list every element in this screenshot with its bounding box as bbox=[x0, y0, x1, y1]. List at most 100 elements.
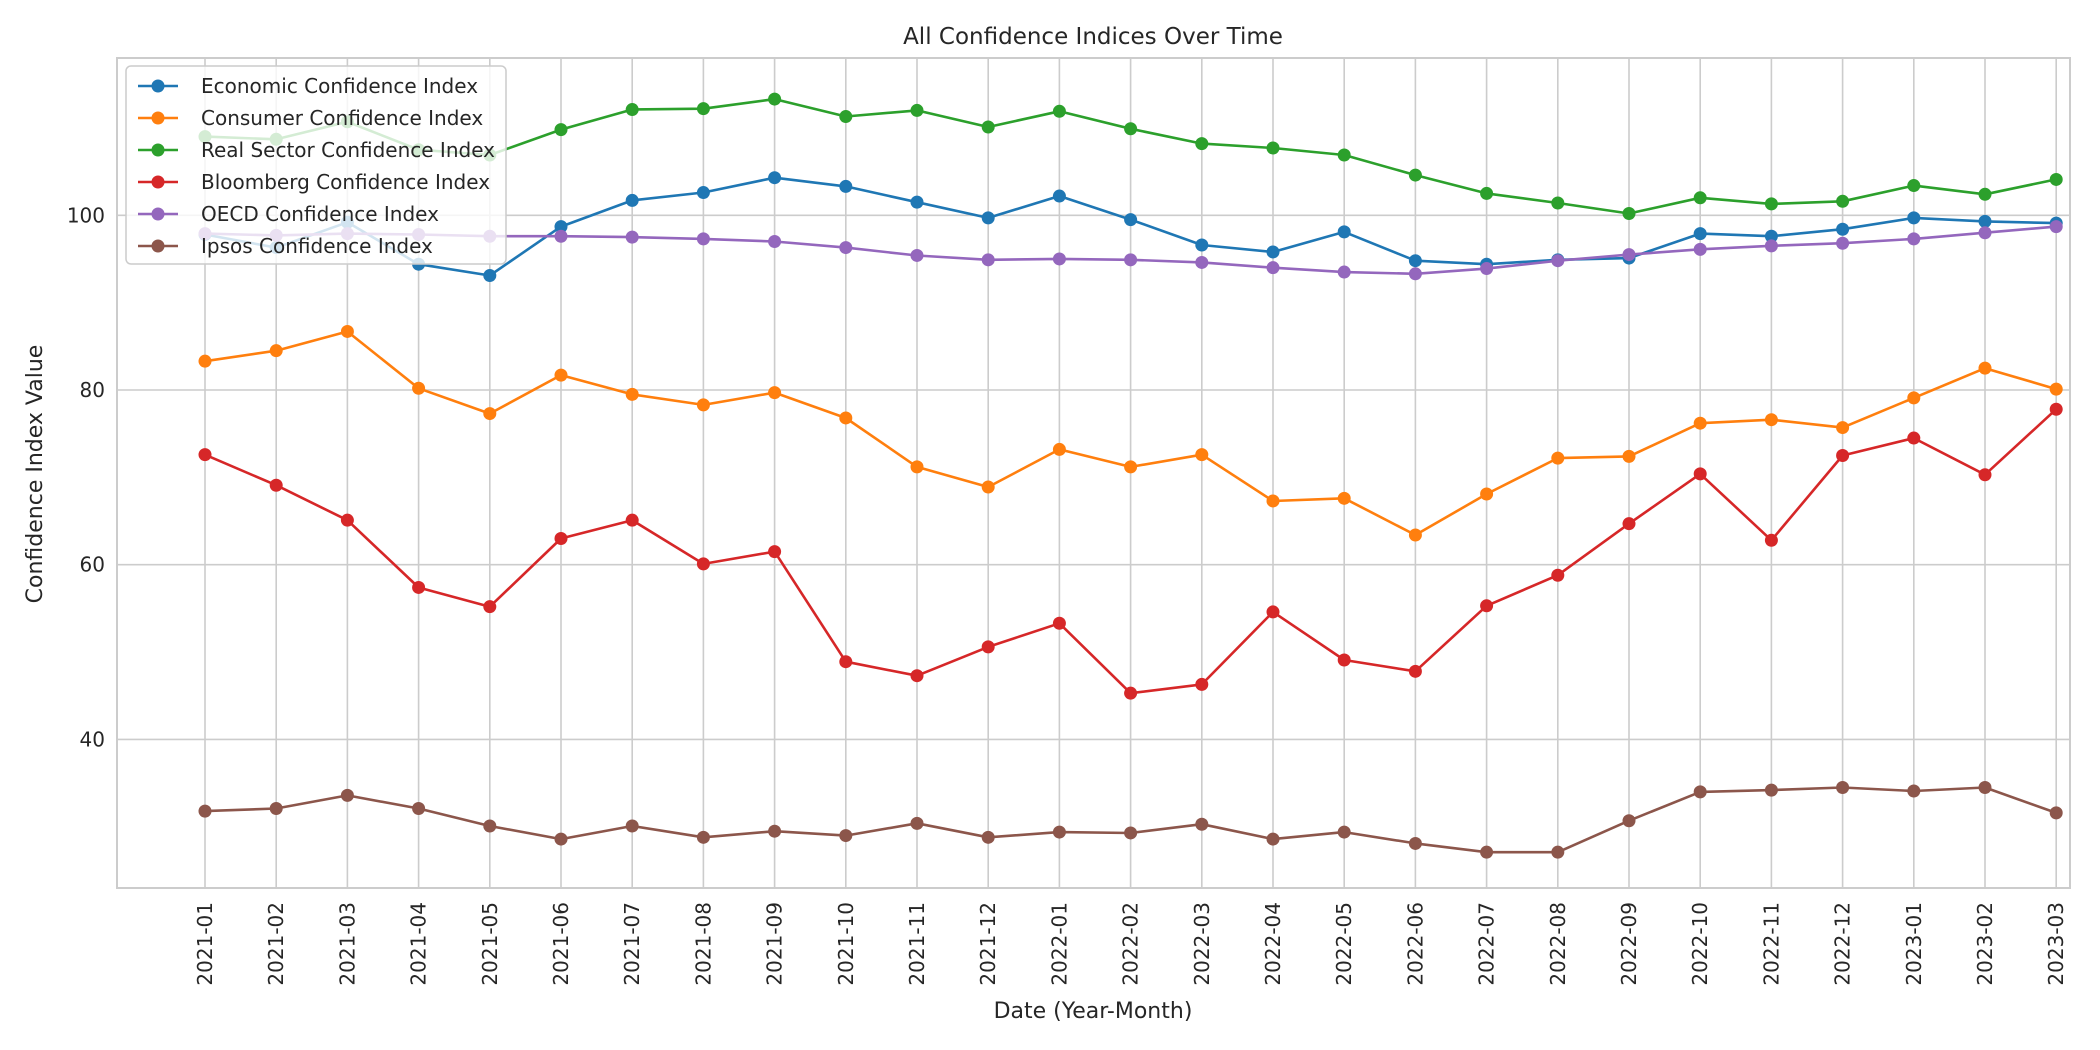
data-point bbox=[839, 411, 853, 425]
data-point bbox=[554, 832, 568, 846]
x-tick-label: 2023-02 bbox=[1973, 902, 1997, 986]
data-point bbox=[910, 248, 924, 262]
data-point bbox=[1907, 431, 1921, 445]
data-point bbox=[1836, 222, 1850, 236]
data-point bbox=[1124, 122, 1138, 136]
data-point bbox=[910, 195, 924, 209]
data-point bbox=[1052, 442, 1066, 456]
data-point bbox=[1978, 361, 1992, 375]
data-point bbox=[1836, 421, 1850, 435]
chart-title: All Confidence Indices Over Time bbox=[903, 24, 1283, 50]
data-point bbox=[768, 171, 782, 185]
data-point bbox=[269, 344, 283, 358]
data-point bbox=[1408, 836, 1422, 850]
data-point bbox=[1551, 196, 1565, 210]
data-point bbox=[412, 580, 426, 594]
x-tick-label: 2022-06 bbox=[1403, 902, 1427, 986]
data-point bbox=[1337, 225, 1351, 239]
data-point bbox=[1978, 214, 1992, 228]
data-point bbox=[1836, 449, 1850, 463]
legend-marker bbox=[151, 239, 165, 253]
data-point bbox=[554, 532, 568, 546]
data-point bbox=[1195, 238, 1209, 252]
data-point bbox=[1622, 248, 1636, 262]
data-point bbox=[1764, 783, 1778, 797]
data-point bbox=[340, 513, 354, 527]
data-point bbox=[412, 381, 426, 395]
data-point bbox=[2049, 806, 2063, 820]
data-point bbox=[1622, 449, 1636, 463]
x-tick-label: 2021-04 bbox=[407, 902, 431, 986]
data-point bbox=[625, 513, 639, 527]
data-point bbox=[981, 830, 995, 844]
data-point bbox=[1836, 236, 1850, 250]
data-point bbox=[1408, 528, 1422, 542]
data-point bbox=[1764, 413, 1778, 427]
series-real-sector-confidence-index bbox=[198, 92, 2063, 221]
data-point bbox=[1337, 825, 1351, 839]
data-point bbox=[1622, 517, 1636, 531]
x-tick-label: 2022-11 bbox=[1759, 902, 1783, 986]
data-point bbox=[1622, 207, 1636, 221]
y-tick-label: 60 bbox=[80, 553, 105, 577]
data-point bbox=[910, 816, 924, 830]
data-point bbox=[1266, 261, 1280, 275]
y-axis: 40 60 80 100 bbox=[67, 203, 105, 751]
legend-label: Economic Confidence Index bbox=[201, 74, 478, 98]
data-point bbox=[1124, 213, 1138, 227]
data-point bbox=[1195, 137, 1209, 151]
x-tick-label: 2021-10 bbox=[834, 902, 858, 986]
data-point bbox=[1480, 262, 1494, 276]
plot-frame bbox=[116, 57, 2071, 889]
data-point bbox=[1480, 599, 1494, 613]
data-point bbox=[910, 669, 924, 683]
data-point bbox=[1551, 845, 1565, 859]
data-point bbox=[1480, 845, 1494, 859]
data-point bbox=[1195, 448, 1209, 462]
data-point bbox=[1337, 491, 1351, 505]
data-point bbox=[1124, 826, 1138, 840]
data-point bbox=[839, 179, 853, 193]
data-point bbox=[340, 324, 354, 338]
data-point bbox=[1266, 605, 1280, 619]
data-point bbox=[1764, 229, 1778, 243]
data-point bbox=[1693, 191, 1707, 205]
data-point bbox=[768, 386, 782, 400]
legend-label: Bloomberg Confidence Index bbox=[201, 170, 490, 194]
legend-label: Real Sector Confidence Index bbox=[201, 138, 495, 162]
x-tick-label: 2021-07 bbox=[620, 902, 644, 986]
data-point bbox=[1408, 664, 1422, 678]
data-point bbox=[1551, 568, 1565, 582]
data-point bbox=[696, 398, 710, 412]
x-tick-label: 2021-01 bbox=[193, 902, 217, 986]
legend-label: OECD Confidence Index bbox=[201, 202, 439, 226]
data-point bbox=[269, 478, 283, 492]
data-point bbox=[1124, 460, 1138, 474]
legend-marker bbox=[151, 207, 165, 221]
data-point bbox=[1337, 653, 1351, 667]
data-point bbox=[1978, 187, 1992, 201]
series-layer bbox=[198, 92, 2063, 859]
data-point bbox=[1408, 254, 1422, 268]
data-point bbox=[1978, 781, 1992, 795]
data-point bbox=[198, 448, 212, 462]
data-point bbox=[981, 120, 995, 134]
x-tick-label: 2021-03 bbox=[335, 902, 359, 986]
legend-item: Bloomberg Confidence Index bbox=[138, 170, 490, 194]
data-point bbox=[981, 211, 995, 225]
x-tick-label: 2021-08 bbox=[691, 902, 715, 986]
data-point bbox=[1266, 245, 1280, 259]
data-point bbox=[1693, 227, 1707, 241]
x-tick-label: 2021-02 bbox=[264, 902, 288, 986]
data-point bbox=[839, 110, 853, 124]
y-tick-label: 80 bbox=[80, 378, 105, 402]
legend-item: Economic Confidence Index bbox=[138, 74, 478, 98]
data-point bbox=[1907, 391, 1921, 405]
data-point bbox=[1693, 242, 1707, 256]
data-point bbox=[1052, 104, 1066, 118]
data-point bbox=[483, 407, 497, 421]
data-point bbox=[1124, 686, 1138, 700]
data-point bbox=[2049, 402, 2063, 416]
x-tick-label: 2023-03 bbox=[2044, 902, 2068, 986]
